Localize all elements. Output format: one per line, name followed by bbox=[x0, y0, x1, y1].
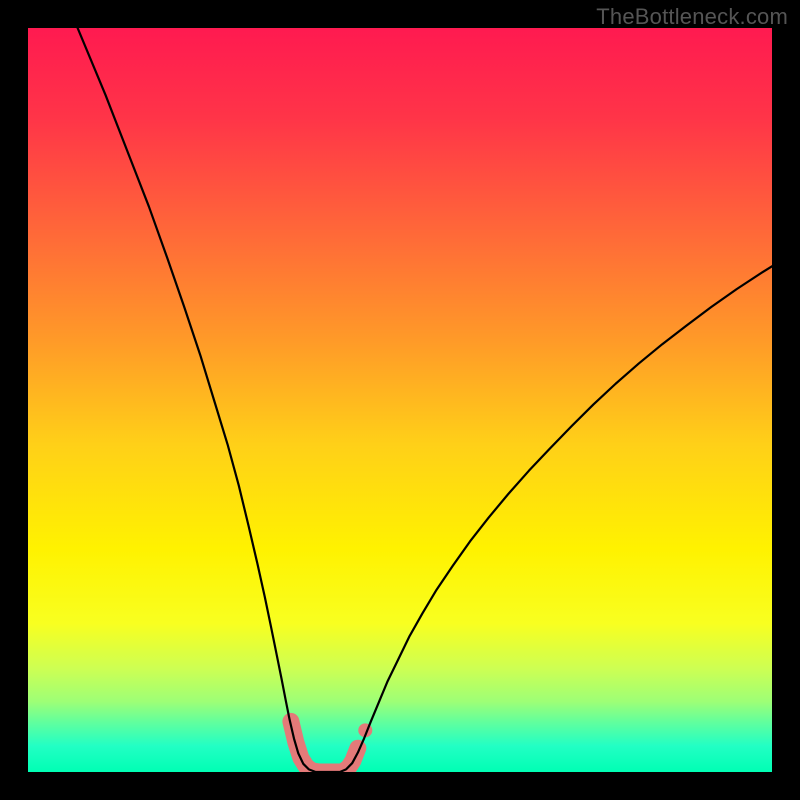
figure-frame: TheBottleneck.com bbox=[0, 0, 800, 800]
watermark-text: TheBottleneck.com bbox=[596, 4, 788, 30]
gradient-background bbox=[28, 28, 772, 772]
plot-area bbox=[28, 28, 772, 772]
